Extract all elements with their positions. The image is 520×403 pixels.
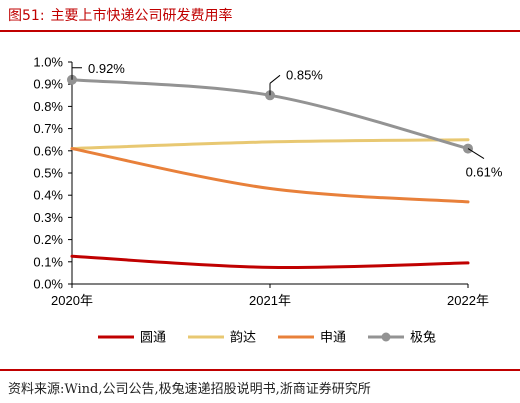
y-tick-label: 0.2% — [33, 232, 63, 247]
y-tick-label: 0.6% — [33, 143, 63, 158]
y-tick-label: 0.3% — [33, 210, 63, 225]
y-tick-label: 0.9% — [33, 77, 63, 92]
y-tick-label: 0.7% — [33, 121, 63, 136]
data-label: 0.92% — [88, 61, 125, 76]
y-tick-label: 0.4% — [33, 188, 63, 203]
annotation-leader — [467, 148, 485, 160]
x-tick-label: 2022年 — [447, 293, 489, 308]
y-tick-label: 1.0% — [33, 55, 63, 70]
figure-title-text: 主要上市快递公司研发费用率 — [50, 8, 233, 24]
legend-label: 申通 — [320, 330, 346, 345]
y-tick-label: 0.5% — [33, 166, 63, 181]
x-tick-label: 2020年 — [51, 293, 93, 308]
annotation-leader — [269, 74, 281, 84]
series-line-2 — [70, 147, 470, 204]
legend-label: 极兔 — [410, 330, 436, 345]
figure-number: 图51: — [8, 8, 45, 24]
legend-marker-3 — [381, 332, 391, 342]
y-tick-label: 0.0% — [33, 277, 63, 292]
series-line-0 — [70, 254, 470, 270]
data-label: 0.61% — [466, 165, 503, 180]
legend-label: 韵达 — [230, 330, 256, 345]
data-label: 0.85% — [286, 67, 323, 82]
figure-title: 图51: 主要上市快递公司研发费用率 — [8, 5, 233, 25]
source-note: 资料来源:Wind,公司公告,极兔速递招股说明书,浙商证券研究所 — [8, 382, 371, 397]
legend-label: 圆通 — [140, 330, 166, 345]
source-divider — [0, 369, 520, 371]
y-tick-label: 0.1% — [33, 254, 63, 269]
x-tick-label: 2021年 — [249, 293, 291, 308]
series-line-1 — [70, 138, 470, 151]
y-tick-label: 0.8% — [33, 99, 63, 114]
title-divider — [0, 30, 520, 32]
